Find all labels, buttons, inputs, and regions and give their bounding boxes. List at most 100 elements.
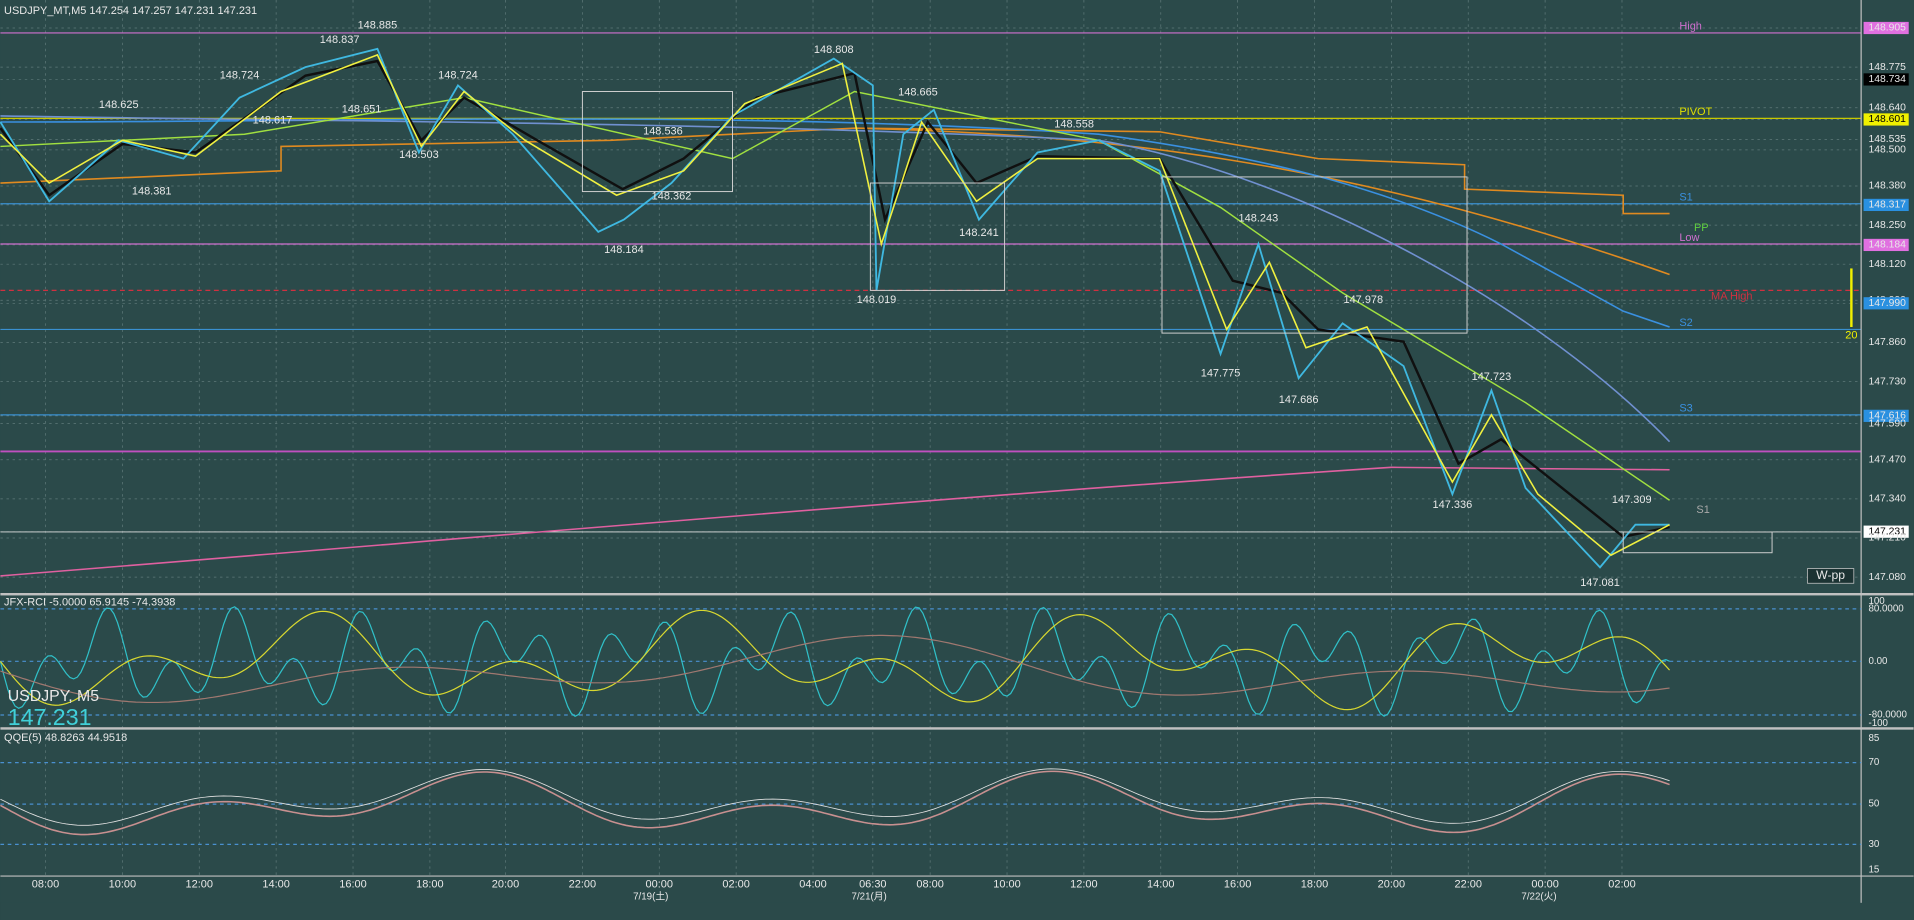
price-annotation: 147.775 — [1201, 367, 1241, 379]
pane-divider — [0, 592, 1914, 596]
time-label: 02:00 — [722, 879, 749, 891]
price-tick-label: 148.905 — [1868, 23, 1906, 34]
price-tick-label: 148.317 — [1868, 200, 1906, 211]
price-axis-bg — [1861, 0, 1914, 877]
time-label: 04:00 — [799, 879, 826, 891]
level-label: S1 — [1696, 504, 1709, 516]
osc-line — [0, 634, 1670, 704]
time-label: 16:00 — [339, 879, 366, 891]
price-annotation: 148.558 — [1054, 118, 1094, 130]
time-label: 14:00 — [262, 879, 289, 891]
level-label: S2 — [1679, 317, 1692, 329]
rci-tick-label: -80.0000 — [1868, 710, 1907, 721]
price-annotation: 148.241 — [959, 227, 999, 239]
price-tick-label: 148.535 — [1868, 134, 1906, 145]
badge: W-pp — [1816, 568, 1845, 582]
price-annotation: 148.665 — [898, 87, 938, 99]
price-box — [1863, 297, 1909, 310]
price-annotation: 148.362 — [652, 190, 692, 202]
time-label: 20:00 — [492, 879, 519, 891]
time-label: 00:00 — [1531, 879, 1558, 891]
rci-tick-label: 100 — [1868, 596, 1885, 607]
price-tick-label: 147.590 — [1868, 418, 1906, 429]
price-annotation: 148.837 — [320, 34, 360, 46]
time-label: 22:00 — [569, 879, 596, 891]
qqe-tick-label: 50 — [1868, 799, 1879, 810]
price-box — [1863, 238, 1909, 252]
time-label: 22:00 — [1455, 879, 1482, 891]
time-label: 16:00 — [1224, 879, 1251, 891]
price-annotation: 148.243 — [1239, 212, 1279, 224]
date-label: 7/19(土) — [633, 889, 668, 902]
level-label: PP — [1694, 222, 1709, 234]
price-tick-label: 147.340 — [1868, 494, 1906, 505]
price-annotation: 148.019 — [857, 294, 897, 306]
price-tick-label: 147.730 — [1868, 376, 1906, 387]
price-annotation: 148.625 — [99, 99, 139, 111]
price-annotation: 147.686 — [1279, 394, 1319, 406]
price-tick-label: 147.616 — [1868, 411, 1906, 422]
price-annotation: 148.536 — [643, 126, 683, 138]
price-tick-label: 148.500 — [1868, 145, 1906, 156]
price-tick-label: 148.184 — [1868, 240, 1906, 251]
osc-line — [0, 606, 1670, 717]
price-annotation: 148.381 — [132, 185, 172, 197]
qqe-tick-label: 70 — [1868, 757, 1879, 768]
price-annotation: 147.723 — [1472, 371, 1512, 383]
level-label: PIVOT — [1679, 106, 1712, 118]
price-annotation: 147.309 — [1612, 494, 1652, 506]
levels — [0, 32, 1862, 577]
time-label: 12:00 — [1070, 879, 1097, 891]
level-label: High — [1679, 21, 1702, 33]
price-annotation: 147.336 — [1433, 499, 1473, 511]
price-tick-label: 147.210 — [1868, 533, 1906, 544]
qqe-title: QQE(5) 48.8263 44.9518 — [4, 732, 127, 744]
footer — [0, 902, 1914, 920]
price-box — [1863, 73, 1909, 86]
time-label: 10:00 — [109, 879, 136, 891]
price-tick-label: 148.775 — [1868, 62, 1906, 73]
price-box — [1863, 525, 1909, 538]
osc-line — [0, 770, 1670, 836]
price-annotation: 148.724 — [220, 70, 260, 82]
price-tick-label: 147.231 — [1868, 526, 1906, 537]
date-label: 7/21(月) — [852, 890, 887, 902]
time-label: 10:00 — [993, 879, 1020, 891]
price-box — [1863, 113, 1909, 126]
rci-title: JFX-RCI -5.0000 65.9145 -74.3938 — [4, 597, 175, 609]
price-tick-label: 148.250 — [1868, 220, 1906, 231]
price-annotation: 148.724 — [438, 70, 478, 82]
price-annotation: 147.978 — [1343, 294, 1383, 306]
rci-tick-label: 80.0000 — [1868, 603, 1904, 614]
time-label: 18:00 — [1301, 879, 1328, 891]
badge-box — [1807, 568, 1855, 584]
qqe-tick-label: 85 — [1868, 733, 1879, 744]
symbol: USDJPY, M5 — [8, 688, 100, 705]
price-tick-label: 147.860 — [1868, 337, 1906, 348]
price-annotation: 147.081 — [1580, 577, 1620, 589]
time-label: 08:00 — [32, 879, 59, 891]
time-label: 20:00 — [1378, 879, 1405, 891]
rci-tick-label: -100 — [1868, 718, 1888, 729]
price-tick-label: 147.080 — [1868, 572, 1906, 583]
time-label: 06:30 — [859, 879, 886, 891]
range-value: 20 — [1845, 329, 1857, 341]
time-label: 00:00 — [646, 879, 673, 891]
time-label: 14:00 — [1147, 879, 1174, 891]
qqe-tick-label: 30 — [1868, 839, 1879, 850]
time-label: 12:00 — [186, 879, 213, 891]
time-label: 08:00 — [916, 879, 943, 891]
price-tick-label: 147.470 — [1868, 455, 1906, 466]
price-tick-label: 148.120 — [1868, 259, 1906, 270]
header: USDJPY_MT,M5 147.254 147.257 147.231 147… — [4, 5, 257, 17]
osc-line — [0, 609, 1671, 711]
level-label: Low — [1679, 232, 1699, 244]
price-annotation: 148.651 — [342, 104, 382, 116]
price-tick-label: 147.990 — [1868, 298, 1906, 309]
price-tick-label: 148.380 — [1868, 181, 1906, 192]
level-label: MA High — [1711, 290, 1752, 302]
rci-tick-label: 0.00 — [1868, 656, 1888, 667]
price-tick-label: 148.601 — [1868, 114, 1906, 125]
bid: 147.231 — [8, 704, 92, 730]
